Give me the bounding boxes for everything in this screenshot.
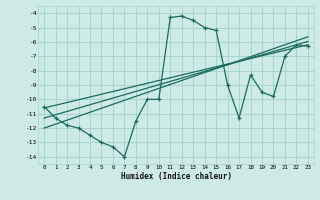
X-axis label: Humidex (Indice chaleur): Humidex (Indice chaleur) bbox=[121, 172, 231, 181]
